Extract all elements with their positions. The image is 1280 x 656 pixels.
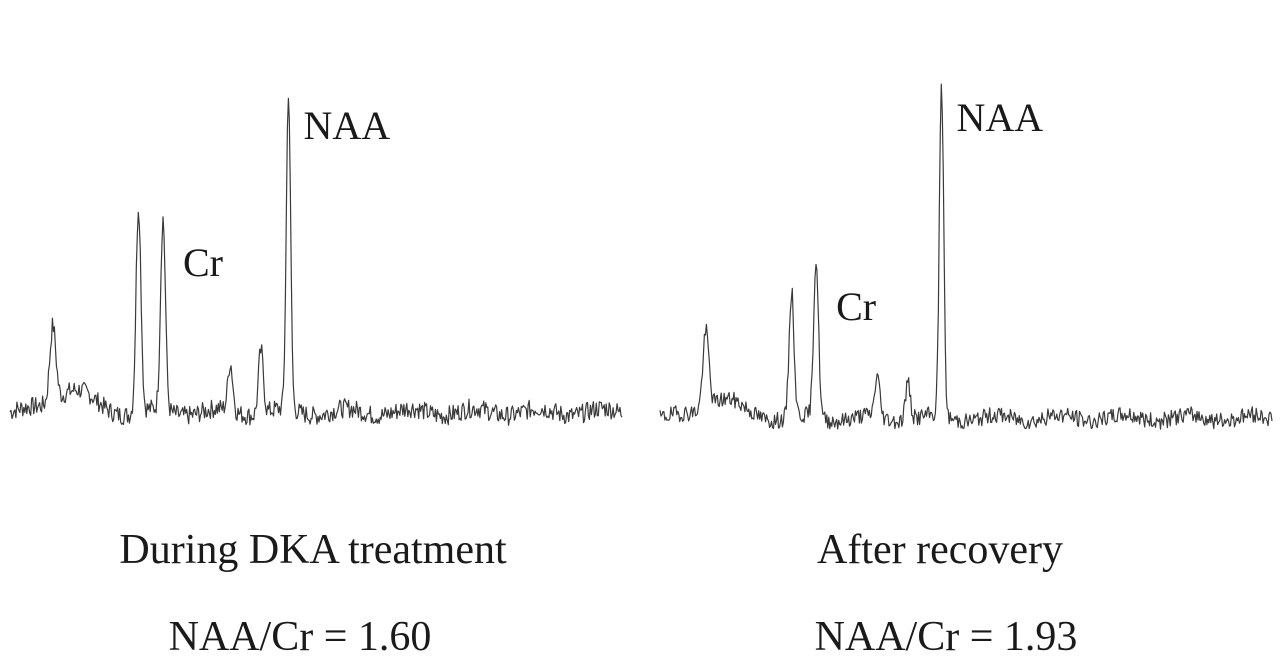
- naa-peak-label-during-dka: NAA: [304, 103, 391, 148]
- cr-peak-label-after-recovery: Cr: [836, 284, 876, 329]
- ratio-text-during-dka: NAA/Cr = 1.60: [169, 614, 432, 656]
- naa-peak-label-after-recovery: NAA: [957, 95, 1044, 140]
- spectrum-trace-after-recovery: [659, 83, 1273, 430]
- panel-after-recovery: Cr NAA After recovery NAA/Cr = 1.93: [659, 83, 1273, 656]
- ratio-text-after-recovery: NAA/Cr = 1.93: [815, 614, 1078, 656]
- cr-peak-label-during-dka: Cr: [183, 240, 223, 285]
- panel-title-after-recovery: After recovery: [817, 527, 1063, 573]
- panel-during-dka: Cr NAA During DKA treatment NAA/Cr = 1.6…: [9, 97, 623, 656]
- panel-title-during-dka: During DKA treatment: [119, 527, 507, 573]
- spectrum-trace-during-dka: [9, 97, 623, 426]
